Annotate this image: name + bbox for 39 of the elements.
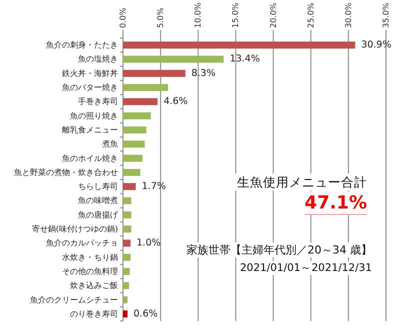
data-label: 13.4% (230, 54, 260, 65)
x-tick-label: 10.0% (194, 2, 203, 28)
bar (123, 282, 130, 290)
x-tick-label: 30.0% (344, 2, 353, 28)
bar (123, 211, 132, 218)
bar (123, 112, 151, 120)
data-label: 1.7% (142, 181, 166, 192)
data-label: 0.6% (134, 308, 158, 320)
data-label: 30.9% (361, 40, 392, 51)
data-label: 1.0% (136, 238, 161, 249)
bar (123, 56, 224, 63)
bar (123, 254, 131, 261)
x-tick-label: 20.0% (268, 2, 278, 28)
bar (123, 140, 145, 148)
x-tick-label: 5.0% (156, 7, 166, 28)
bar (123, 197, 132, 204)
bar (123, 268, 130, 275)
bar (123, 126, 146, 134)
bar (123, 296, 128, 304)
x-tick-label: 35.0% (382, 2, 390, 28)
bar (123, 84, 168, 92)
annotation: 2021/01/01～2021/12/31 (240, 262, 372, 274)
annotation: 家族世帯【主婦年代別／20～34 歳】 (186, 244, 372, 256)
annotation: 47.1% (304, 192, 367, 214)
bar (123, 154, 143, 162)
data-label: 8.3% (191, 68, 216, 79)
annotation: 生魚使用メニュー合計 (237, 174, 367, 190)
bar (123, 183, 136, 190)
x-tick-label: 0.0% (118, 7, 128, 28)
x-tick-label: 15.0% (231, 2, 240, 28)
bar (123, 226, 132, 233)
x-tick-label: 25.0% (306, 2, 316, 28)
bar (123, 98, 158, 106)
bar (123, 240, 131, 247)
bar (123, 42, 356, 49)
bar (123, 168, 140, 176)
data-label: 4.6% (164, 96, 188, 108)
bar (123, 310, 128, 318)
bar (123, 70, 186, 77)
